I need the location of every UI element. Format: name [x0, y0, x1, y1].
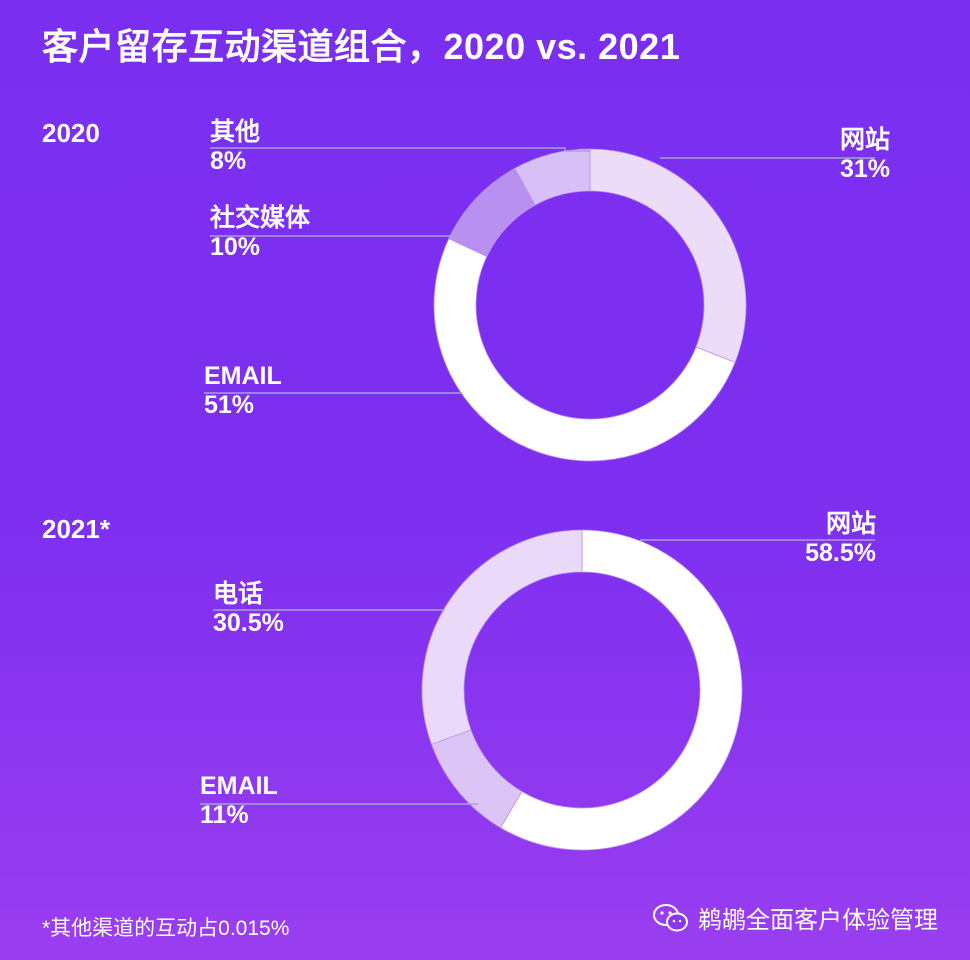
- donut-slice-2020-1: [433, 238, 736, 462]
- slice-name: 社交媒体: [210, 204, 311, 232]
- slice-label-website-2021: 网站 58.5%: [720, 510, 876, 568]
- slice-name: EMAIL: [200, 772, 278, 800]
- year-label-2020: 2020: [42, 118, 100, 148]
- year-label-2021: 2021*: [42, 514, 110, 544]
- slice-label-social-2020: 社交媒体 10%: [210, 204, 310, 262]
- slice-label-email-2020: EMAIL 51%: [204, 362, 282, 420]
- slice-value: 11%: [200, 800, 249, 829]
- donut-slice-2021-1: [430, 729, 523, 829]
- donut-slice-2020-0: [589, 148, 747, 363]
- slice-label-other-2020: 其他 8%: [210, 118, 260, 176]
- slice-label-website-2020: 网站 31%: [740, 126, 890, 184]
- slice-name: 电话: [213, 580, 264, 608]
- chart-title: 客户留存互动渠道组合，2020 vs. 2021: [42, 26, 681, 67]
- donut-slice-2021-2: [421, 529, 583, 745]
- slice-value: 8%: [210, 146, 247, 175]
- slice-value: 30.5%: [213, 608, 284, 637]
- slice-value: 51%: [204, 390, 255, 419]
- slice-name: 网站: [825, 510, 876, 538]
- slice-name: 其他: [210, 118, 261, 146]
- slice-name: EMAIL: [204, 362, 282, 390]
- slice-value: 31%: [839, 154, 890, 183]
- slice-label-email-2021: EMAIL 11%: [200, 772, 278, 830]
- donut-slice-2021-0: [500, 529, 743, 851]
- brand-name: 鹈鹕全面客户体验管理: [698, 907, 938, 934]
- footnote: *其他渠道的互动占0.015%: [42, 917, 290, 940]
- slice-value: 10%: [210, 232, 261, 261]
- brand-watermark: 鹈鹕全面客户体验管理: [652, 900, 938, 935]
- slice-value: 58.5%: [805, 538, 876, 567]
- slice-name: 网站: [839, 126, 890, 154]
- donut-slice-2020-3: [514, 148, 591, 206]
- leader-line: [210, 147, 590, 152]
- wechat-icon: [653, 903, 688, 931]
- slice-label-phone-2021: 电话 30.5%: [213, 580, 284, 638]
